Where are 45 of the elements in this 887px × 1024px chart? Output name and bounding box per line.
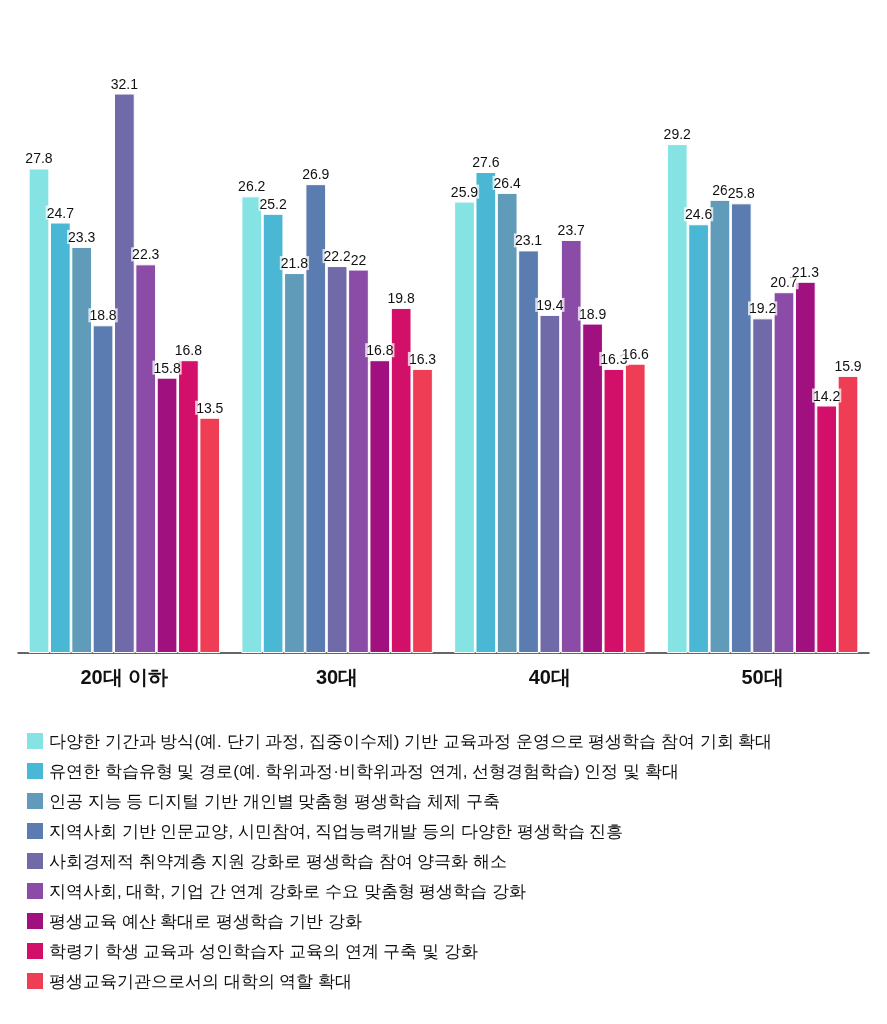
data-label: 24.6 bbox=[684, 206, 713, 223]
data-label: 26.9 bbox=[302, 166, 330, 183]
data-label: 29.2 bbox=[663, 126, 692, 143]
data-label: 22.3 bbox=[132, 246, 160, 263]
x-tick-label: 40대 bbox=[528, 666, 571, 688]
legend-label: 다양한 기간과 방식(예. 단기 과정, 집중이수제) 기반 교육과정 운영으로 평생학습 참여 기회 확대 bbox=[49, 731, 773, 751]
data-label: 19.8 bbox=[387, 289, 415, 306]
data-label: 25.8 bbox=[727, 185, 756, 202]
legend-label: 사회경제적 취약계층 지원 강화로 평생학습 참여 양극화 해소 bbox=[49, 851, 508, 871]
data-label: 32.1 bbox=[110, 75, 139, 92]
data-label: 27.8 bbox=[25, 150, 53, 167]
legend-label: 지역사회 기반 인문교양, 시민참여, 직업능력개발 등의 다양한 평생학습 진흥 bbox=[49, 821, 624, 841]
legend-label: 평생교육기관으로서의 대학의 역할 확대 bbox=[49, 971, 353, 991]
data-label: 27.6 bbox=[472, 153, 500, 170]
data-label: 13.5 bbox=[196, 399, 224, 416]
data-label: 15.8 bbox=[153, 359, 181, 376]
data-label: 25.9 bbox=[450, 183, 479, 200]
data-label: 22.2 bbox=[323, 248, 351, 265]
data-label: 23.1 bbox=[514, 232, 543, 249]
data-label: 25.2 bbox=[259, 195, 287, 212]
legend-label: 학령기 학생 교육과 성인학습자 교육의 연계 구축 및 강화 bbox=[49, 941, 478, 961]
data-label: 16.3 bbox=[408, 350, 437, 367]
x-tick-label: 30대 bbox=[316, 666, 359, 688]
data-label: 23.3 bbox=[68, 228, 96, 245]
data-label: 19.2 bbox=[749, 300, 777, 317]
data-label: 16.8 bbox=[366, 342, 394, 359]
data-label: 26.2 bbox=[238, 178, 266, 195]
x-tick-label: 50대 bbox=[741, 666, 784, 688]
legend-label: 인공 지능 등 디지털 기반 개인별 맞춤형 평생학습 체제 구축 bbox=[49, 791, 500, 811]
data-label: 14.2 bbox=[813, 387, 841, 404]
data-label: 18.9 bbox=[578, 305, 607, 322]
legend-label: 유연한 학습유형 및 경로(예. 학위과정·비학위과정 연계, 선형경험학습) 인정 및 확대 bbox=[49, 761, 679, 781]
data-label: 18.8 bbox=[89, 307, 117, 324]
data-label: 19.4 bbox=[536, 296, 564, 313]
data-label: 15.9 bbox=[834, 357, 862, 374]
x-tick-label: 20대 이하 bbox=[80, 666, 169, 688]
data-label: 26 bbox=[712, 181, 728, 198]
data-label: 24.7 bbox=[46, 204, 75, 221]
data-label: 23.7 bbox=[557, 221, 586, 238]
legend-label: 평생교육 예산 확대로 평생학습 기반 강화 bbox=[49, 911, 362, 931]
data-label: 21.8 bbox=[280, 255, 309, 272]
legend-label: 지역사회, 대학, 기업 간 연계 강화로 수요 맞춤형 평생학습 강화 bbox=[49, 881, 526, 901]
data-label: 26.4 bbox=[493, 174, 522, 191]
data-label: 16.8 bbox=[174, 342, 203, 359]
data-label: 22 bbox=[350, 251, 367, 268]
